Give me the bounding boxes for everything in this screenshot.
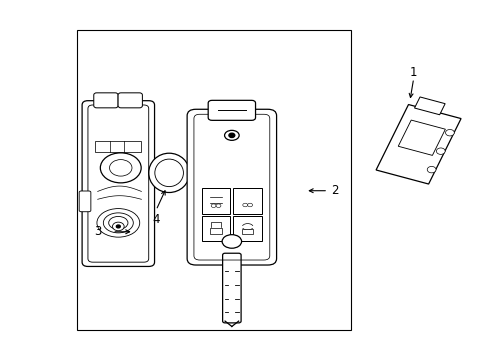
Ellipse shape xyxy=(222,235,241,248)
Ellipse shape xyxy=(224,130,239,140)
Ellipse shape xyxy=(148,153,189,193)
FancyBboxPatch shape xyxy=(208,100,255,120)
FancyBboxPatch shape xyxy=(94,93,118,108)
Circle shape xyxy=(112,222,124,231)
Circle shape xyxy=(211,204,216,207)
Circle shape xyxy=(216,204,221,207)
Bar xyxy=(77,30,351,330)
Text: 3: 3 xyxy=(94,225,101,238)
FancyBboxPatch shape xyxy=(118,93,142,108)
Circle shape xyxy=(427,166,435,173)
Bar xyxy=(210,228,222,234)
Circle shape xyxy=(100,153,141,183)
Bar xyxy=(95,141,141,152)
Text: 4: 4 xyxy=(152,213,160,226)
Circle shape xyxy=(116,225,120,228)
Circle shape xyxy=(109,159,132,176)
FancyBboxPatch shape xyxy=(79,191,91,212)
Ellipse shape xyxy=(155,159,183,186)
Circle shape xyxy=(228,133,234,138)
Circle shape xyxy=(445,130,453,136)
FancyBboxPatch shape xyxy=(222,253,241,323)
Bar xyxy=(201,216,230,242)
Text: 1: 1 xyxy=(409,66,417,79)
FancyBboxPatch shape xyxy=(82,101,154,266)
FancyBboxPatch shape xyxy=(187,109,276,265)
Bar xyxy=(242,229,253,234)
Polygon shape xyxy=(414,97,444,115)
Bar xyxy=(233,188,262,213)
Bar xyxy=(233,216,262,242)
Text: 2: 2 xyxy=(330,184,338,197)
Circle shape xyxy=(243,203,247,207)
Bar xyxy=(201,188,230,213)
Polygon shape xyxy=(375,104,460,184)
Polygon shape xyxy=(397,120,445,156)
Circle shape xyxy=(435,148,444,154)
Circle shape xyxy=(247,203,252,207)
